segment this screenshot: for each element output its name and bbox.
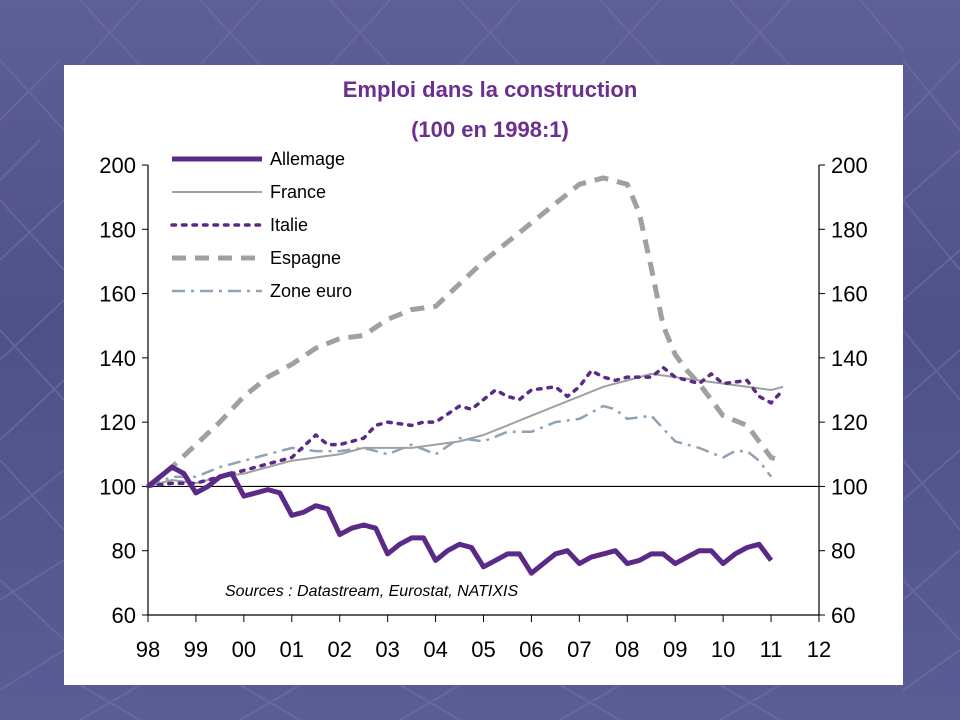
- series-line-zone-euro: [147, 404, 773, 488]
- x-tick-label: 06: [519, 637, 543, 662]
- x-tick-label: 01: [280, 637, 304, 662]
- y-tick-label-right: 100: [831, 474, 868, 499]
- x-tick-label: 12: [807, 637, 831, 662]
- x-tick-label: 07: [567, 637, 591, 662]
- x-tick-label: 10: [711, 637, 735, 662]
- series-line-allemage: [146, 464, 774, 576]
- y-tick-label-left: 180: [99, 217, 136, 242]
- legend-label: Zone euro: [270, 281, 352, 301]
- chart-title: Emploi dans la construction: [343, 77, 638, 102]
- x-tick-label: 05: [471, 637, 495, 662]
- series-line-espagne: [146, 175, 784, 489]
- x-tick-label: 99: [184, 637, 208, 662]
- x-tick-label: 11: [760, 637, 783, 662]
- chart-subtitle: (100 en 1998:1): [411, 117, 569, 142]
- y-tick-label-left: 100: [99, 474, 136, 499]
- x-tick-label: 09: [663, 637, 687, 662]
- y-tick-label-left: 120: [99, 410, 136, 435]
- x-tick-label: 03: [375, 637, 399, 662]
- chart-panel: Emploi dans la construction (100 en 1998…: [64, 65, 903, 685]
- legend-label: Allemage: [270, 149, 345, 169]
- x-tick-label: 04: [423, 637, 447, 662]
- x-tick-label: 98: [136, 637, 160, 662]
- y-tick-label-left: 60: [112, 603, 136, 628]
- y-tick-label-right: 160: [831, 282, 868, 307]
- legend: Allemage France Italie Espagne Zone euro: [170, 149, 352, 301]
- series-layer: [146, 175, 785, 576]
- line-chart: Emploi dans la construction (100 en 1998…: [99, 77, 867, 662]
- legend-label: Espagne: [270, 248, 341, 268]
- y-tick-label-right: 180: [831, 217, 868, 242]
- x-tick-label: 02: [327, 637, 351, 662]
- x-tick-label: 00: [232, 637, 256, 662]
- series-line-france: [147, 372, 784, 488]
- y-tick-label-left: 160: [99, 282, 136, 307]
- source-note: Sources : Datastream, Eurostat, NATIXIS: [225, 583, 518, 600]
- legend-label: France: [270, 182, 326, 202]
- y-tick-label-right: 140: [831, 346, 868, 371]
- y-tick-label-left: 80: [112, 539, 136, 564]
- y-tick-label-left: 140: [99, 346, 136, 371]
- y-tick-label-left: 200: [99, 153, 136, 178]
- y-tick-label-right: 60: [831, 603, 855, 628]
- series-line-italie: [146, 365, 785, 489]
- legend-label: Italie: [270, 215, 308, 235]
- y-tick-label-right: 120: [831, 410, 868, 435]
- y-tick-label-right: 80: [831, 539, 855, 564]
- y-tick-label-right: 200: [831, 153, 868, 178]
- x-tick-label: 08: [615, 637, 639, 662]
